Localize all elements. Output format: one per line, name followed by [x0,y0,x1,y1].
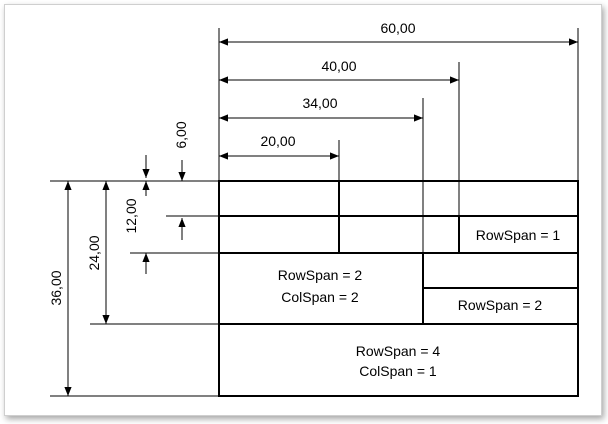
dim-label-12: 12,00 [123,198,139,233]
dim-label-6: 6,00 [173,121,189,148]
dim-label-40: 40,00 [321,58,356,74]
dim-label-20: 20,00 [260,133,295,149]
dim-label-60: 60,00 [380,20,415,36]
cell-rowspan-1: RowSpan = 1 [476,227,561,243]
cell-big-colspan: ColSpan = 2 [281,289,359,305]
cell-bottom-rowspan: RowSpan = 4 [356,343,441,359]
table-grid [218,180,579,397]
dim-label-36: 36,00 [48,270,64,305]
cell-big-rowspan: RowSpan = 2 [278,267,363,283]
cell-right-rowspan-2: RowSpan = 2 [458,297,543,313]
cell-bottom-colspan: ColSpan = 1 [359,363,437,379]
dim-label-34: 34,00 [302,95,337,111]
dim-label-24: 24,00 [86,235,102,270]
